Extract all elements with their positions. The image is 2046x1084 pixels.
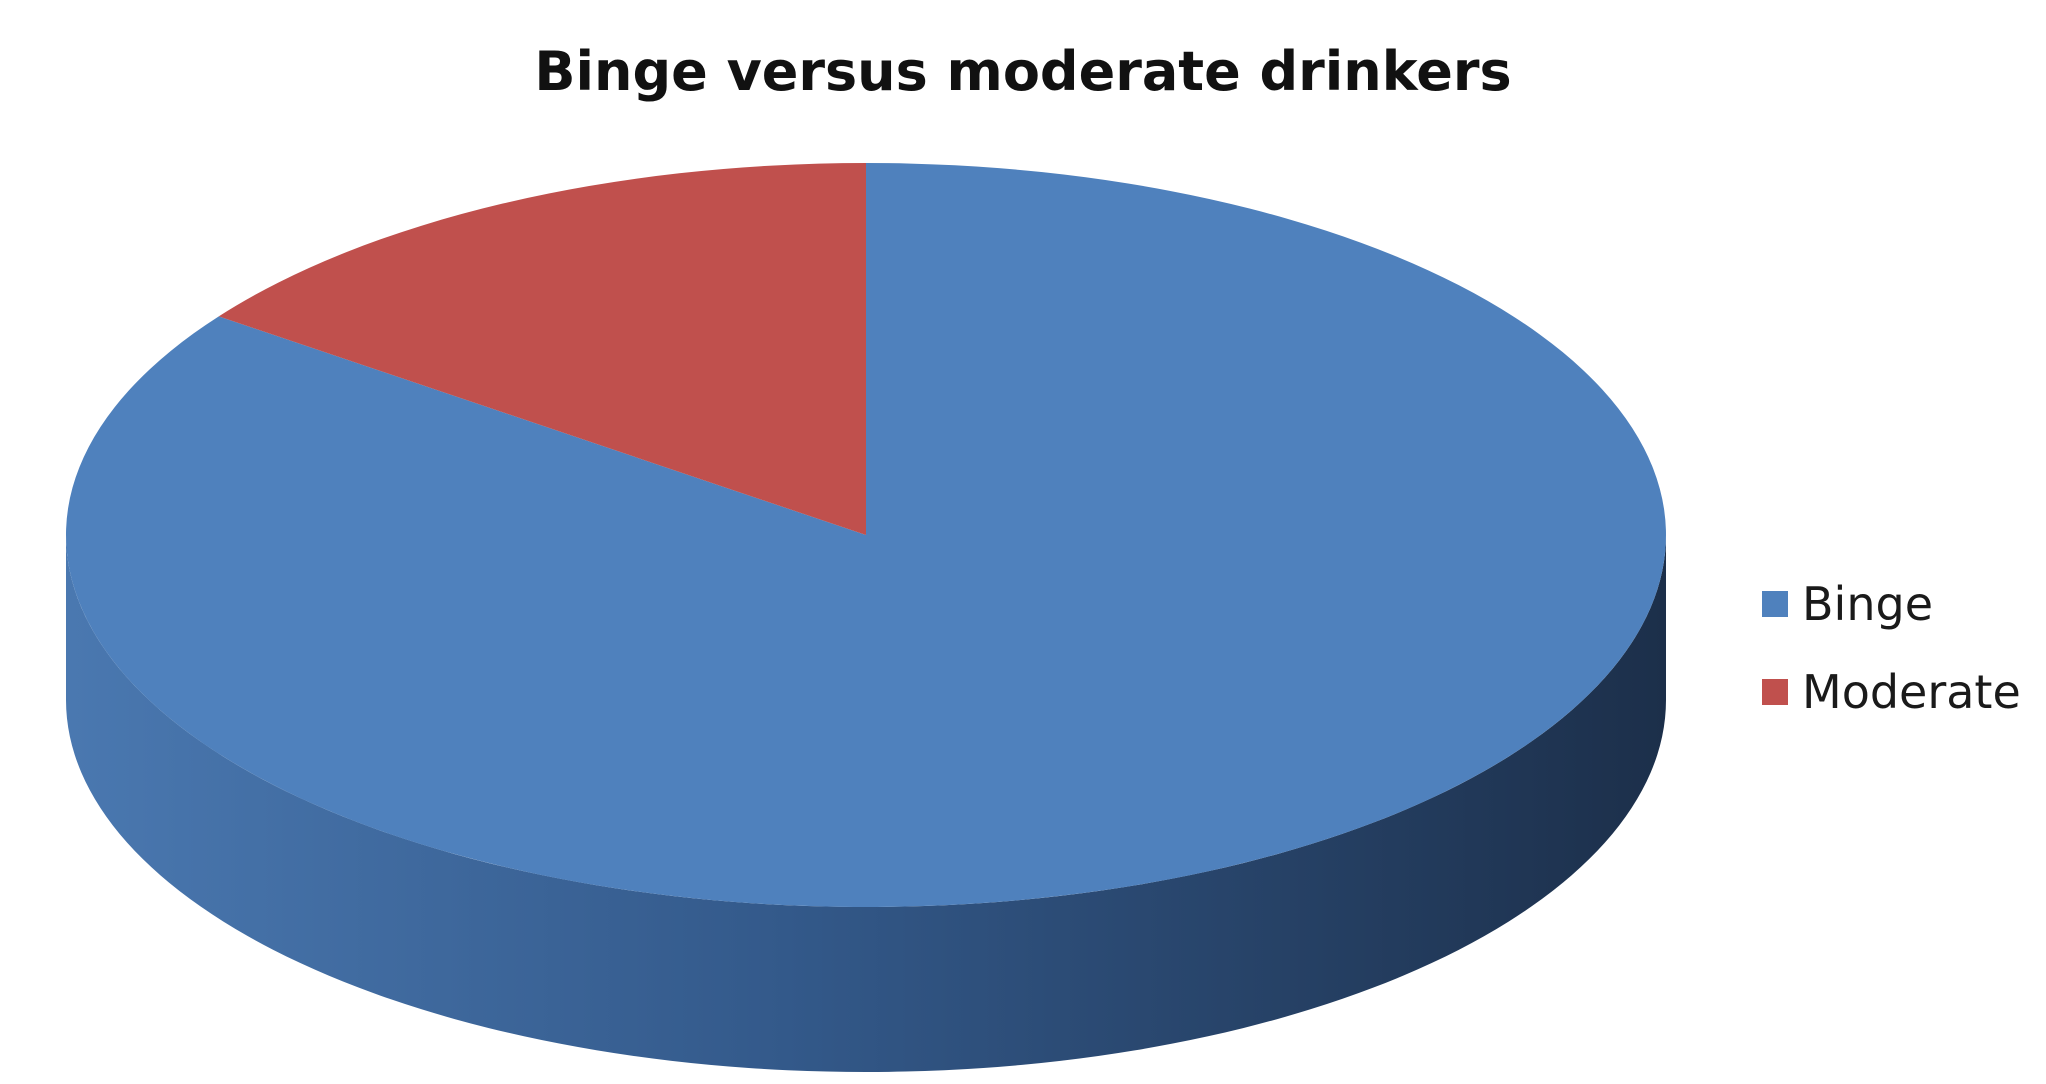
pie-slices [65, 163, 1666, 908]
legend-item-moderate: Moderate [1762, 648, 2021, 736]
legend-label: Binge [1802, 577, 1933, 631]
legend-label: Moderate [1802, 665, 2021, 719]
legend-item-binge: Binge [1762, 560, 2021, 648]
pie-side-wall [66, 535, 1666, 1072]
legend-swatch [1762, 679, 1788, 705]
pie-slice-binge [65, 163, 1666, 908]
legend-swatch [1762, 591, 1788, 617]
pie-side-binge [66, 535, 1666, 1072]
chart-title: Binge versus moderate drinkers [534, 40, 1512, 103]
pie-slice-moderate [218, 163, 867, 535]
legend: Binge Moderate [1762, 560, 2021, 736]
